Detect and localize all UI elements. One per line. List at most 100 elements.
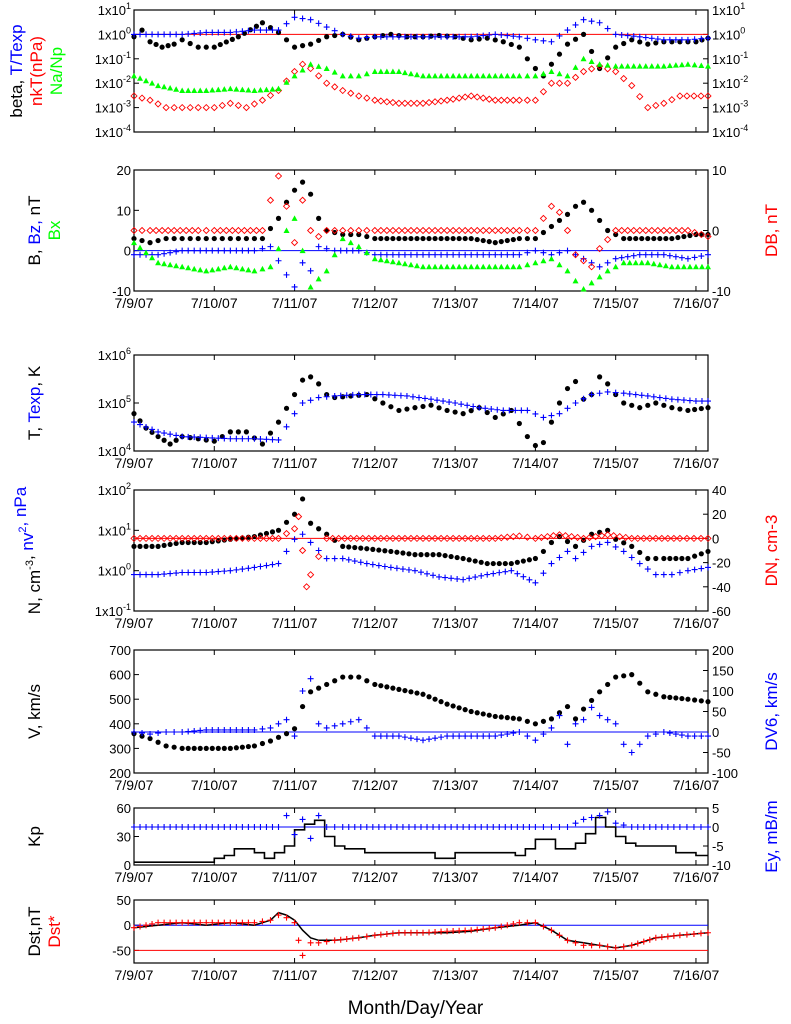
data-point: [698, 565, 705, 572]
data-point: [462, 72, 469, 79]
data-point: [341, 534, 349, 543]
data-point: [413, 736, 420, 743]
data-point: [245, 743, 251, 750]
data-point: [438, 699, 444, 705]
data-point: [444, 72, 451, 79]
data-point: [640, 534, 648, 543]
data-point: [283, 914, 290, 921]
data-point: [508, 41, 514, 48]
data-point: [466, 575, 473, 582]
data-point: [387, 824, 394, 830]
right-y-tick-label: 100: [712, 684, 734, 699]
data-point: [243, 235, 249, 242]
data-point: [698, 405, 704, 412]
data-point: [331, 824, 338, 830]
data-point: [173, 824, 180, 830]
series: [131, 675, 711, 756]
data-point: [275, 912, 282, 919]
data-point: [335, 534, 343, 543]
data-point: [299, 67, 306, 73]
right-y-tick-label: 1x10-3: [712, 99, 748, 116]
data-point: [351, 558, 358, 565]
data-point: [185, 433, 192, 440]
data-point: [391, 392, 398, 399]
data-point: [548, 419, 555, 425]
data-point: [662, 262, 669, 269]
data-point: [515, 532, 523, 540]
data-point: [371, 534, 379, 543]
data-point: [540, 229, 547, 236]
data-point: [644, 733, 651, 740]
data-point: [379, 391, 386, 398]
series: [130, 512, 712, 591]
data-point: [377, 931, 384, 938]
data-point: [618, 63, 625, 69]
data-point: [401, 251, 408, 258]
data-point: [629, 543, 635, 549]
data-point: [580, 31, 587, 37]
data-point: [315, 275, 322, 282]
data-point: [509, 532, 517, 541]
data-point: [422, 395, 429, 402]
data-point: [131, 251, 137, 258]
data-point: [209, 824, 216, 830]
data-point: [630, 252, 637, 259]
data-point: [705, 263, 711, 270]
data-point: [676, 534, 684, 543]
right-axis-title: DB, nT: [762, 204, 781, 257]
data-point: [612, 255, 619, 262]
data-point: [668, 95, 676, 104]
data-point: [191, 919, 198, 926]
data-point: [548, 61, 555, 67]
data-point: [130, 92, 138, 100]
data-point: [131, 31, 137, 38]
data-point: [461, 226, 469, 235]
data-point: [347, 718, 354, 725]
y-tick-label: 1x106: [98, 346, 131, 363]
data-point: [161, 31, 168, 38]
data-point: [257, 436, 264, 443]
data-point: [612, 31, 619, 38]
data-point: [315, 939, 322, 946]
x-tick-label: 7/9/07: [115, 295, 154, 311]
y-tick-label: 1x101: [98, 1, 131, 18]
x-tick-label: 7/13/07: [432, 455, 479, 471]
data-point: [155, 259, 162, 266]
data-point: [698, 733, 705, 740]
data-point: [142, 534, 150, 543]
data-point: [683, 824, 690, 830]
data-point: [479, 226, 487, 235]
data-point: [523, 533, 532, 541]
data-point: [343, 936, 350, 943]
data-point: [494, 406, 501, 413]
data-point: [227, 435, 234, 442]
data-point: [267, 263, 274, 270]
data-point: [371, 68, 378, 75]
data-point: [438, 734, 445, 741]
data-point: [251, 435, 258, 442]
data-point: [363, 249, 370, 256]
data-point: [275, 419, 282, 425]
x-tick-label: 7/12/07: [351, 295, 398, 311]
data-point: [349, 247, 356, 254]
data-point: [672, 62, 679, 68]
data-point: [221, 726, 228, 733]
data-point: [556, 249, 563, 256]
right-y-tick-label: 0: [712, 224, 719, 239]
data-point: [239, 28, 246, 35]
data-point: [143, 249, 150, 256]
data-point: [167, 31, 174, 38]
data-point: [485, 226, 493, 235]
data-point: [604, 388, 611, 395]
data-point: [492, 37, 498, 43]
data-point: [510, 920, 517, 927]
data-point: [251, 824, 258, 830]
data-point: [443, 534, 451, 543]
data-point: [564, 211, 571, 217]
data-point: [438, 263, 445, 270]
data-point: [187, 235, 193, 242]
data-point: [397, 392, 404, 399]
data-point: [450, 927, 457, 934]
data-point: [508, 560, 514, 567]
